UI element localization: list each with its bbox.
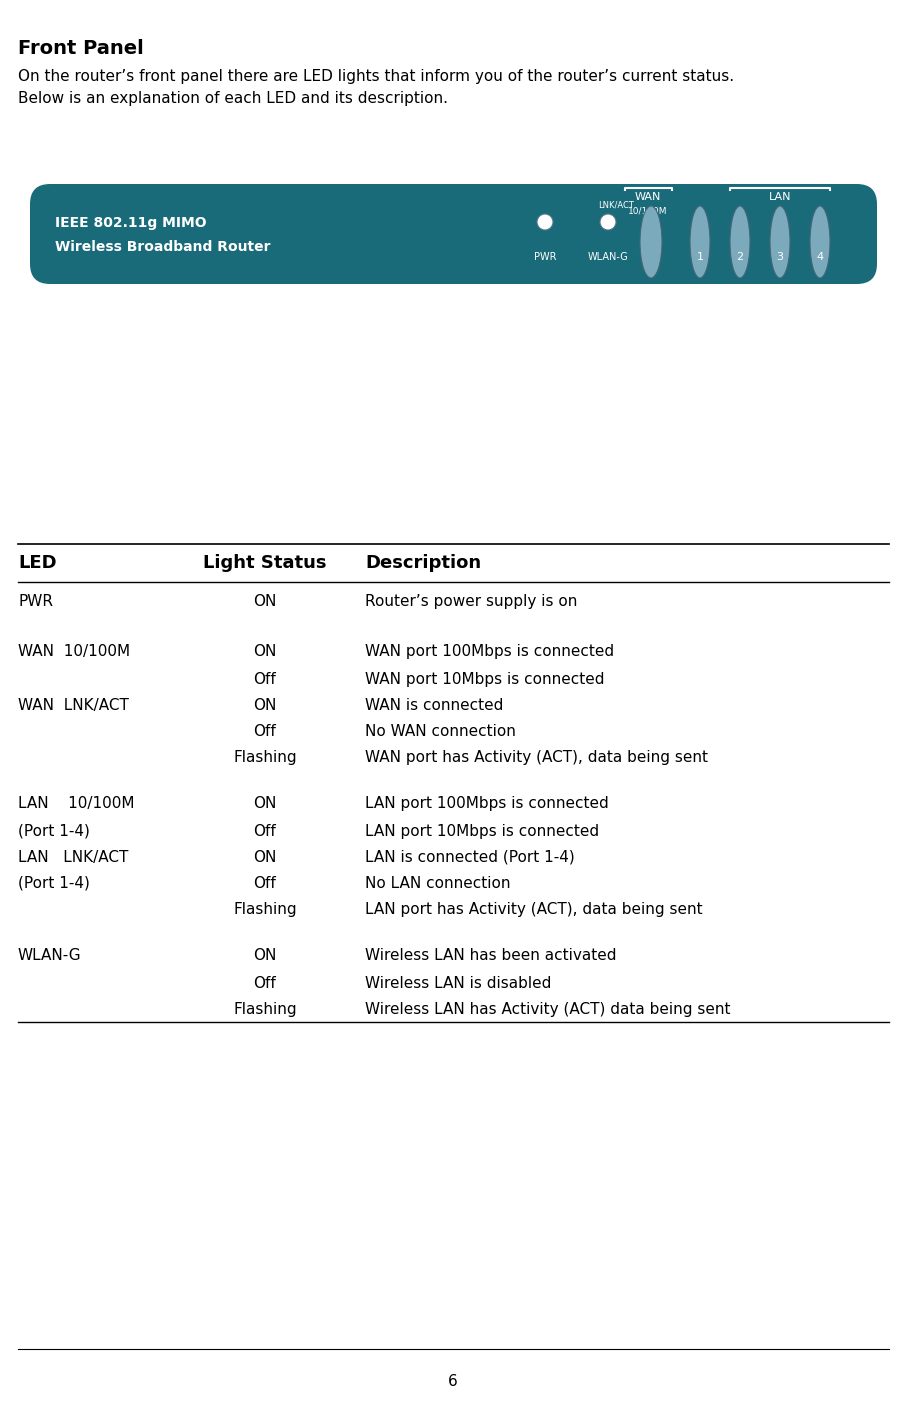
Text: (Port 1-4): (Port 1-4) [18, 876, 90, 892]
Text: WAN port 10Mbps is connected: WAN port 10Mbps is connected [365, 673, 604, 687]
Text: Off: Off [254, 673, 277, 687]
Text: No WAN connection: No WAN connection [365, 724, 516, 739]
Text: Wireless LAN has been activated: Wireless LAN has been activated [365, 948, 617, 963]
Text: Off: Off [254, 724, 277, 739]
Text: LAN port 10Mbps is connected: LAN port 10Mbps is connected [365, 824, 600, 840]
Text: LAN: LAN [769, 192, 791, 202]
Circle shape [537, 213, 553, 230]
Text: Off: Off [254, 876, 277, 892]
Text: PWR: PWR [18, 594, 53, 609]
Text: WAN  10/100M: WAN 10/100M [18, 644, 130, 658]
Text: Below is an explanation of each LED and its description.: Below is an explanation of each LED and … [18, 91, 448, 105]
Text: Wireless LAN is disabled: Wireless LAN is disabled [365, 976, 551, 991]
Text: WAN: WAN [635, 192, 661, 202]
Text: ON: ON [253, 698, 277, 713]
Text: Front Panel: Front Panel [18, 39, 143, 58]
Text: 2: 2 [736, 251, 744, 263]
Text: 3: 3 [776, 251, 784, 263]
Text: WLAN-G: WLAN-G [18, 948, 82, 963]
Text: 10/100M: 10/100M [629, 206, 668, 215]
Text: ON: ON [253, 594, 277, 609]
Ellipse shape [770, 206, 790, 278]
Text: WLAN-G: WLAN-G [588, 251, 629, 263]
Text: LAN port has Activity (ACT), data being sent: LAN port has Activity (ACT), data being … [365, 901, 703, 917]
Text: Light Status: Light Status [203, 555, 327, 571]
Text: WAN port has Activity (ACT), data being sent: WAN port has Activity (ACT), data being … [365, 750, 708, 765]
Text: Off: Off [254, 976, 277, 991]
Text: No LAN connection: No LAN connection [365, 876, 511, 892]
Text: 1: 1 [697, 251, 704, 263]
Text: Wireless LAN has Activity (ACT) data being sent: Wireless LAN has Activity (ACT) data bei… [365, 1002, 730, 1016]
Text: ON: ON [253, 849, 277, 865]
Ellipse shape [690, 206, 710, 278]
Ellipse shape [810, 206, 830, 278]
Text: Flashing: Flashing [233, 901, 297, 917]
Text: Description: Description [365, 555, 481, 571]
Text: Off: Off [254, 824, 277, 840]
Text: LNK/ACT: LNK/ACT [598, 201, 634, 211]
Text: IEEE 802.11g MIMO: IEEE 802.11g MIMO [55, 216, 207, 230]
Text: LAN    10/100M: LAN 10/100M [18, 796, 134, 812]
Text: PWR: PWR [533, 251, 556, 263]
Text: Flashing: Flashing [233, 1002, 297, 1016]
Text: Flashing: Flashing [233, 750, 297, 765]
Text: 4: 4 [816, 251, 824, 263]
Text: ON: ON [253, 796, 277, 812]
Text: (Port 1-4): (Port 1-4) [18, 824, 90, 840]
Text: ON: ON [253, 644, 277, 658]
Text: LAN   LNK/ACT: LAN LNK/ACT [18, 849, 129, 865]
Text: ON: ON [253, 948, 277, 963]
Text: WAN  LNK/ACT: WAN LNK/ACT [18, 698, 129, 713]
Text: LAN is connected (Port 1-4): LAN is connected (Port 1-4) [365, 849, 575, 865]
Text: WAN port 100Mbps is connected: WAN port 100Mbps is connected [365, 644, 614, 658]
Text: 6: 6 [448, 1375, 458, 1389]
Circle shape [600, 213, 616, 230]
FancyBboxPatch shape [30, 184, 877, 284]
Text: LED: LED [18, 555, 56, 571]
Ellipse shape [730, 206, 750, 278]
Text: Router’s power supply is on: Router’s power supply is on [365, 594, 578, 609]
Text: Wireless Broadband Router: Wireless Broadband Router [55, 240, 270, 254]
Text: LAN port 100Mbps is connected: LAN port 100Mbps is connected [365, 796, 609, 812]
Text: WAN is connected: WAN is connected [365, 698, 503, 713]
Ellipse shape [640, 206, 662, 278]
Text: On the router’s front panel there are LED lights that inform you of the router’s: On the router’s front panel there are LE… [18, 69, 734, 84]
